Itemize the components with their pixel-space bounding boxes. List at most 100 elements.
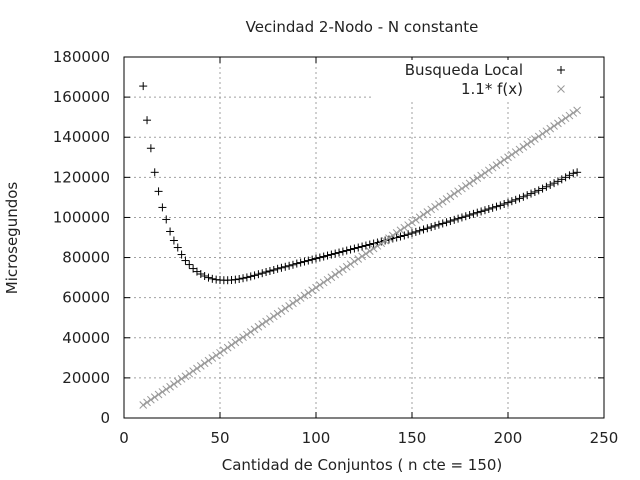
data-point-f-of-x xyxy=(346,260,355,269)
data-point-busqueda-local xyxy=(323,251,332,260)
data-point-busqueda-local xyxy=(265,266,274,275)
data-point-busqueda-local xyxy=(411,227,420,236)
data-point-busqueda-local xyxy=(431,221,440,230)
marker-stroke xyxy=(250,325,259,334)
marker-stroke xyxy=(454,187,462,196)
data-point-f-of-x xyxy=(438,197,447,206)
data-point-busqueda-local xyxy=(292,259,301,268)
data-point-busqueda-local xyxy=(496,201,505,210)
data-point-f-of-x xyxy=(312,283,320,292)
data-point-busqueda-local xyxy=(465,211,474,220)
marker-stroke xyxy=(431,202,439,211)
data-point-f-of-x xyxy=(143,398,151,407)
marker-stroke xyxy=(289,299,297,308)
data-point-f-of-x xyxy=(423,208,432,216)
data-point-f-of-x xyxy=(415,213,424,222)
marker-stroke xyxy=(538,129,547,138)
data-point-f-of-x xyxy=(300,291,309,300)
marker-stroke xyxy=(296,294,305,302)
data-point-f-of-x xyxy=(246,328,255,336)
marker-stroke xyxy=(193,364,201,373)
data-point-f-of-x xyxy=(358,252,366,261)
legend: Busqueda Local 1.1* f(x) xyxy=(372,60,600,102)
marker-stroke xyxy=(565,111,574,120)
marker-stroke xyxy=(550,122,558,130)
data-point-f-of-x xyxy=(154,390,163,399)
data-point-f-of-x xyxy=(258,320,267,328)
marker-stroke xyxy=(500,156,509,164)
data-point-busqueda-local xyxy=(484,205,493,214)
data-point-busqueda-local xyxy=(181,256,190,265)
data-point-busqueda-local xyxy=(288,260,297,269)
marker-stroke xyxy=(277,307,286,315)
x-tick-label: 200 xyxy=(494,429,523,447)
data-point-f-of-x xyxy=(500,156,509,164)
marker-stroke xyxy=(239,333,247,342)
data-point-busqueda-local xyxy=(331,249,340,258)
data-point-busqueda-local xyxy=(154,187,163,196)
data-point-busqueda-local xyxy=(534,186,543,195)
data-point-f-of-x xyxy=(469,176,478,185)
data-point-busqueda-local xyxy=(500,200,509,209)
data-point-f-of-x xyxy=(250,325,259,334)
legend-marker-series-1 xyxy=(557,66,565,74)
data-point-f-of-x xyxy=(335,268,343,276)
marker-stroke xyxy=(331,270,340,279)
marker-stroke xyxy=(219,346,228,355)
y-axis-label: Microsegundos xyxy=(3,182,21,295)
data-point-busqueda-local xyxy=(250,271,259,280)
data-point-busqueda-local xyxy=(281,262,290,271)
marker-stroke xyxy=(208,354,217,362)
data-point-busqueda-local xyxy=(438,219,447,228)
data-point-busqueda-local xyxy=(434,220,443,229)
data-point-busqueda-local xyxy=(553,177,562,186)
data-point-busqueda-local xyxy=(177,250,186,259)
data-point-f-of-x xyxy=(266,315,274,323)
data-point-f-of-x xyxy=(557,116,566,125)
marker-stroke xyxy=(492,161,501,169)
marker-stroke xyxy=(423,208,432,216)
marker-stroke xyxy=(323,275,332,284)
marker-stroke xyxy=(369,244,378,253)
data-point-busqueda-local xyxy=(143,116,152,125)
data-point-busqueda-local xyxy=(473,208,482,217)
data-point-f-of-x xyxy=(269,312,278,321)
marker-stroke xyxy=(227,341,236,349)
data-point-busqueda-local xyxy=(296,258,305,267)
marker-stroke xyxy=(342,262,351,271)
data-point-busqueda-local xyxy=(146,144,155,153)
data-point-busqueda-local xyxy=(504,198,512,207)
marker-stroke xyxy=(419,210,428,219)
x-axis-label: Cantidad de Conjuntos ( n cte = 150) xyxy=(222,456,503,474)
data-point-f-of-x xyxy=(158,388,167,396)
data-point-busqueda-local xyxy=(488,203,497,212)
plot-frame xyxy=(123,56,605,419)
data-point-f-of-x xyxy=(304,288,313,297)
data-point-f-of-x xyxy=(454,187,462,196)
marker-stroke xyxy=(561,114,570,123)
data-point-f-of-x xyxy=(323,275,332,284)
data-point-busqueda-local xyxy=(208,274,217,283)
data-point-f-of-x xyxy=(150,393,159,401)
marker-stroke xyxy=(292,296,301,305)
data-point-f-of-x xyxy=(292,296,301,305)
marker-stroke xyxy=(377,239,386,248)
data-point-f-of-x xyxy=(388,231,397,240)
data-point-busqueda-local xyxy=(319,252,328,261)
marker-stroke xyxy=(181,372,190,381)
data-point-busqueda-local xyxy=(273,264,282,273)
data-point-f-of-x xyxy=(400,223,409,232)
data-point-busqueda-local xyxy=(354,243,363,252)
marker-stroke xyxy=(388,231,397,240)
y-tick-label: 80000 xyxy=(62,249,110,267)
data-point-f-of-x xyxy=(507,150,516,159)
data-point-f-of-x xyxy=(177,375,186,383)
y-tick-label: 60000 xyxy=(62,289,110,307)
data-point-f-of-x xyxy=(450,189,459,198)
data-point-busqueda-local xyxy=(519,192,528,201)
data-point-busqueda-local xyxy=(204,273,213,282)
marker-stroke xyxy=(458,184,466,193)
data-point-busqueda-local xyxy=(442,218,451,227)
marker-stroke xyxy=(461,182,470,190)
data-point-f-of-x xyxy=(373,242,382,250)
